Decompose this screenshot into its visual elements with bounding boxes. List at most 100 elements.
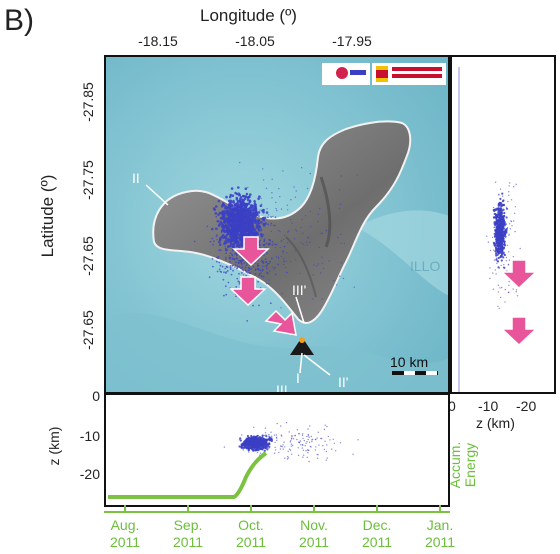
epicenter-dot xyxy=(318,246,320,248)
epicenter-dot xyxy=(257,449,260,452)
epicenter-dot xyxy=(316,437,318,439)
epicenter-dot xyxy=(339,203,342,206)
epicenter-dot xyxy=(231,222,235,225)
epicenter-dot xyxy=(225,252,227,255)
epicenter-dot xyxy=(492,241,495,244)
epicenter-dot xyxy=(489,249,492,252)
epicenter-dot xyxy=(501,203,504,206)
epicenter-dot xyxy=(502,230,504,232)
epicenter-dot xyxy=(224,249,227,252)
epicenter-dot xyxy=(294,259,297,261)
epicenter-dot xyxy=(219,264,222,267)
epicenter-dot xyxy=(503,233,506,236)
epicenter-dot xyxy=(231,231,234,234)
epicenter-dot xyxy=(233,229,236,232)
epicenter-dot xyxy=(277,256,280,258)
epicenter-dot xyxy=(283,260,285,263)
time-tick-label: Dec. 2011 xyxy=(349,517,405,551)
epicenter-dot xyxy=(228,256,232,260)
epicenter-dot xyxy=(229,213,232,216)
epicenter-dot xyxy=(271,197,273,199)
epicenter-dot xyxy=(500,219,503,221)
epicenter-dot xyxy=(494,269,496,271)
epicenter-dot xyxy=(274,449,277,451)
epicenter-dot xyxy=(215,260,218,263)
epicenter-dot xyxy=(245,233,248,235)
epicenter-dot xyxy=(242,210,244,213)
epicenter-dot xyxy=(246,434,249,438)
time-tick-label: Jan. 2011 xyxy=(412,517,468,551)
epicenter-dot xyxy=(271,178,273,180)
epicenter-dot xyxy=(236,225,239,228)
epicenter-dot xyxy=(497,230,499,232)
epicenter-dot xyxy=(508,259,511,261)
epicenter-dot xyxy=(229,252,232,255)
epicenter-dot xyxy=(260,220,263,224)
epicenter-dot xyxy=(268,435,270,437)
epicenter-dot xyxy=(496,236,498,239)
epicenter-dot xyxy=(508,223,511,225)
epicenter-dot xyxy=(282,448,284,450)
epicenter-dot xyxy=(495,218,498,221)
epicenter-dot xyxy=(232,269,234,272)
epicenter-dot xyxy=(507,264,509,266)
epicenter-dot xyxy=(243,234,246,237)
epicenter-dot xyxy=(232,213,235,216)
epicenter-dot xyxy=(505,206,508,208)
epicenter-dot xyxy=(273,224,275,227)
epicenter-dot xyxy=(499,245,501,247)
epicenter-dot xyxy=(304,215,307,217)
epicenter-dot xyxy=(235,252,237,255)
epicenter-dot xyxy=(239,244,242,247)
epicenter-dot xyxy=(245,437,248,440)
epicenter-dot xyxy=(501,200,504,203)
epicenter-dot xyxy=(262,268,264,271)
epicenter-dot xyxy=(223,220,226,223)
epicenter-dot xyxy=(263,439,267,442)
epicenter-dot xyxy=(264,432,267,434)
epicenter-dot xyxy=(343,242,345,245)
epicenter-dot xyxy=(222,278,225,281)
epicenter-dot xyxy=(238,281,241,283)
epicenter-dot xyxy=(258,274,260,277)
epicenter-dot xyxy=(289,449,292,451)
time-tick xyxy=(124,505,126,513)
epicenter-dot xyxy=(326,444,328,446)
arrow-marker xyxy=(264,309,297,336)
epicenter-dot xyxy=(493,221,496,224)
epicenter-dot xyxy=(227,230,230,232)
epicenter-dot xyxy=(269,240,271,242)
epicenter-dot xyxy=(513,220,515,222)
epicenter-dot xyxy=(231,246,234,249)
epicenter-dot xyxy=(301,447,303,449)
epicenter-dot xyxy=(259,273,261,275)
epicenter-dot xyxy=(338,207,341,210)
epicenter-dot xyxy=(259,244,261,246)
epicenter-dot xyxy=(216,270,219,273)
epicenter-dot xyxy=(215,205,218,208)
epicenter-dot xyxy=(271,435,273,437)
epicenter-dot xyxy=(286,252,288,254)
epicenter-dot xyxy=(302,449,305,451)
epicenter-dot xyxy=(279,246,281,249)
epicenter-dot xyxy=(497,243,500,246)
epicenter-dot xyxy=(489,277,491,280)
epicenter-dot xyxy=(499,197,502,200)
epicenter-dot xyxy=(241,230,245,234)
epicenter-dot xyxy=(253,221,256,224)
epicenter-dot xyxy=(225,219,228,222)
epicenter-dot xyxy=(236,254,238,256)
epicenter-dot xyxy=(248,215,250,217)
epicenter-dot xyxy=(504,301,506,303)
epicenter-dot xyxy=(503,251,506,254)
epicenter-dot xyxy=(292,438,295,440)
epicenter-dot xyxy=(231,235,234,237)
epicenter-dot xyxy=(300,242,303,244)
epicenter-dot xyxy=(231,249,234,252)
epicenter-dot xyxy=(317,263,319,265)
epicenter-dot xyxy=(497,305,499,308)
epicenter-dot xyxy=(268,279,270,281)
epicenter-dot xyxy=(333,442,335,444)
epicenter-dot xyxy=(281,292,283,295)
epicenter-dot xyxy=(331,448,333,450)
